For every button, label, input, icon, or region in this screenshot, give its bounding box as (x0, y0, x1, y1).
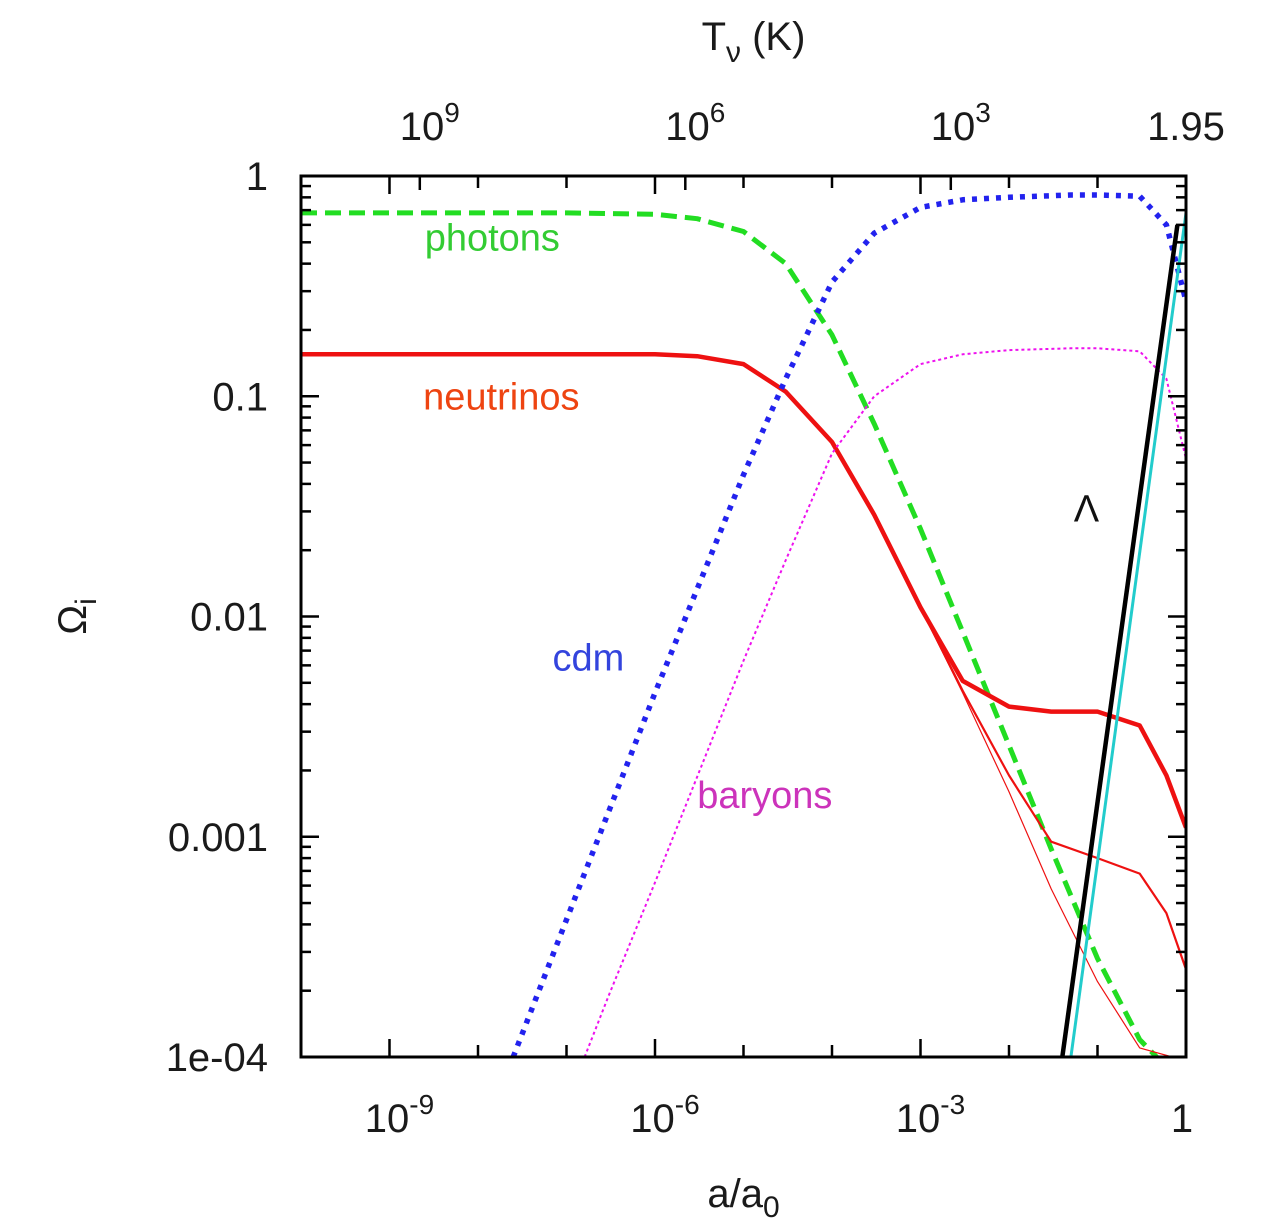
x-tick-label-exp: -3 (940, 1089, 965, 1120)
series-line-neutrinos (301, 352, 1186, 829)
x-tick-label: 10-9 (365, 1089, 434, 1141)
series-label-neutrinos: neutrinos (423, 377, 579, 419)
y-axis-title: Ωi (51, 598, 103, 635)
top-tick-label-base: 10 (931, 105, 976, 149)
series-line-neutrinos-massless (919, 607, 1173, 1057)
series-label-photons: photons (425, 217, 560, 259)
top-tick-label: 1.95 (1147, 105, 1225, 149)
x-tick-label: 10-3 (896, 1089, 965, 1141)
axis-ticks (299, 174, 1188, 1059)
x-axis-title-sub: 0 (763, 1191, 780, 1224)
y-tick-label: 0.1 (212, 375, 268, 419)
x-tick-label-base: 10 (896, 1097, 941, 1141)
series-line-photons (301, 210, 1161, 1057)
series-annotations: photons neutrinos cdm baryons Λ (423, 217, 1100, 817)
x-tick-label-base: 10 (630, 1097, 675, 1141)
series-line-lambda (1060, 224, 1180, 1057)
top-axis-title-main: T (702, 15, 726, 59)
top-tick-label-exp: 6 (710, 97, 726, 128)
plot-curves (301, 192, 1186, 1057)
y-tick-label: 0.01 (190, 596, 268, 640)
top-tick-label-base: 10 (400, 105, 445, 149)
x-tick-label-exp: -9 (409, 1089, 434, 1120)
top-tick-label-base: 10 (665, 105, 710, 149)
top-tick-label-exp: 3 (975, 97, 991, 128)
y-tick-label: 1e-04 (166, 1036, 268, 1080)
series-line-cdm (510, 192, 1186, 1057)
series-line-cyan (1069, 212, 1186, 1057)
x-tick-label-base: 1 (1171, 1097, 1193, 1141)
series-label-baryons: baryons (697, 775, 832, 817)
x-tick-label-exp: -6 (675, 1089, 700, 1120)
series-line-baryons (583, 347, 1186, 1057)
top-tick-label-exp: 9 (444, 97, 460, 128)
top-tick-label: 103 (931, 97, 991, 149)
series-label-lambda: Λ (1074, 488, 1100, 530)
series-line-neutrinos-heavy (919, 606, 1186, 970)
x-tick-label-base: 10 (365, 1097, 410, 1141)
y-tick-label: 0.001 (168, 816, 268, 860)
top-axis-title-suffix: (K) (741, 15, 805, 59)
top-axis-title-sub: ν (726, 36, 741, 69)
y-axis-title-main: Ω (51, 605, 95, 635)
x-axis-title-main: a/a (707, 1172, 763, 1216)
plot-frame (299, 174, 1188, 1059)
top-tick-label: 106 (665, 97, 725, 149)
x-tick-label: 10-6 (630, 1089, 699, 1141)
series-label-cdm: cdm (553, 637, 625, 679)
x-axis-title: a/a0 (707, 1172, 779, 1224)
x-tick-label: 1 (1171, 1097, 1193, 1141)
top-axis-title: Tν (K) (702, 15, 806, 69)
y-axis-title-sub: i (70, 598, 103, 605)
top-tick-label-base: 1.95 (1147, 105, 1225, 149)
y-tick-label: 1 (246, 155, 268, 199)
top-tick-label: 109 (400, 97, 460, 149)
